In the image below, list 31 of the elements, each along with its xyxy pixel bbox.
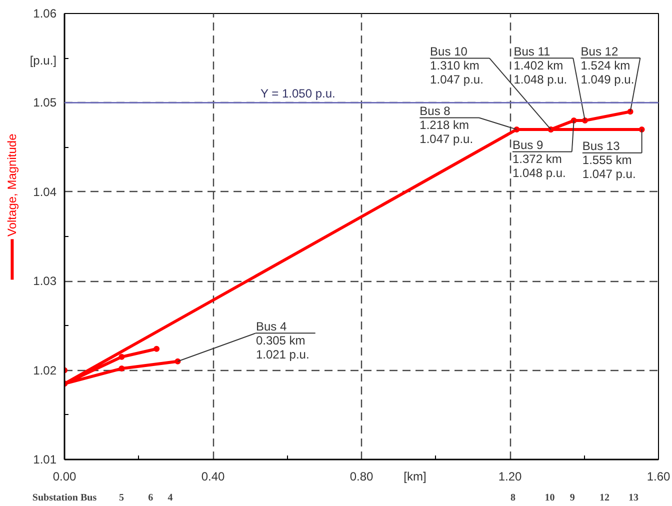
x-tick-label: 1.60	[646, 470, 671, 484]
text: Substation Bus	[32, 492, 97, 504]
text: 10	[544, 492, 555, 504]
text: 4	[168, 492, 173, 504]
annotation: Bus 8 1.218 km 1.047 p.u.	[420, 104, 474, 146]
annotation: Bus 4 0.305 km 1.021 p.u.	[256, 319, 310, 362]
y-tick-label: 1.03	[33, 274, 57, 288]
text: 6	[148, 492, 154, 504]
y-tick-label: 1.01	[33, 452, 57, 466]
text: 9	[570, 492, 575, 504]
y-tick-label: 1.02	[33, 363, 57, 378]
y-axis-title: [p.u.]	[30, 53, 57, 68]
x-tick-label: 0.00	[52, 470, 77, 484]
x-tick-label: 0.80	[350, 470, 374, 484]
text: 8	[510, 492, 516, 504]
annotation: Bus 11 1.402 km 1.048 p.u.	[514, 44, 568, 86]
x-axis-title: [km]	[404, 470, 426, 484]
ref-line-label: Y = 1.050 p.u.	[260, 86, 336, 101]
annotation: Bus 13 1.555 km 1.047 p.u.	[582, 139, 636, 182]
text: 13	[628, 492, 639, 504]
x-tick-label: 0.40	[201, 470, 226, 484]
y-tick-label: 1.06	[33, 6, 57, 20]
text: Voltage, Magnitude	[5, 133, 20, 236]
y-tick-label: 1.04	[33, 184, 57, 199]
text: 12	[599, 492, 610, 504]
annotation: Bus 9 1.372 km 1.048 p.u.	[512, 138, 566, 180]
x-tick-label: 1.20	[498, 470, 522, 484]
annotation: Bus 12 1.524 km 1.049 p.u.	[580, 44, 634, 86]
y-tick-label: 1.05	[33, 96, 57, 110]
text: 5	[119, 492, 124, 504]
annotation: Bus 10 1.310 km 1.047 p.u.	[430, 44, 484, 87]
